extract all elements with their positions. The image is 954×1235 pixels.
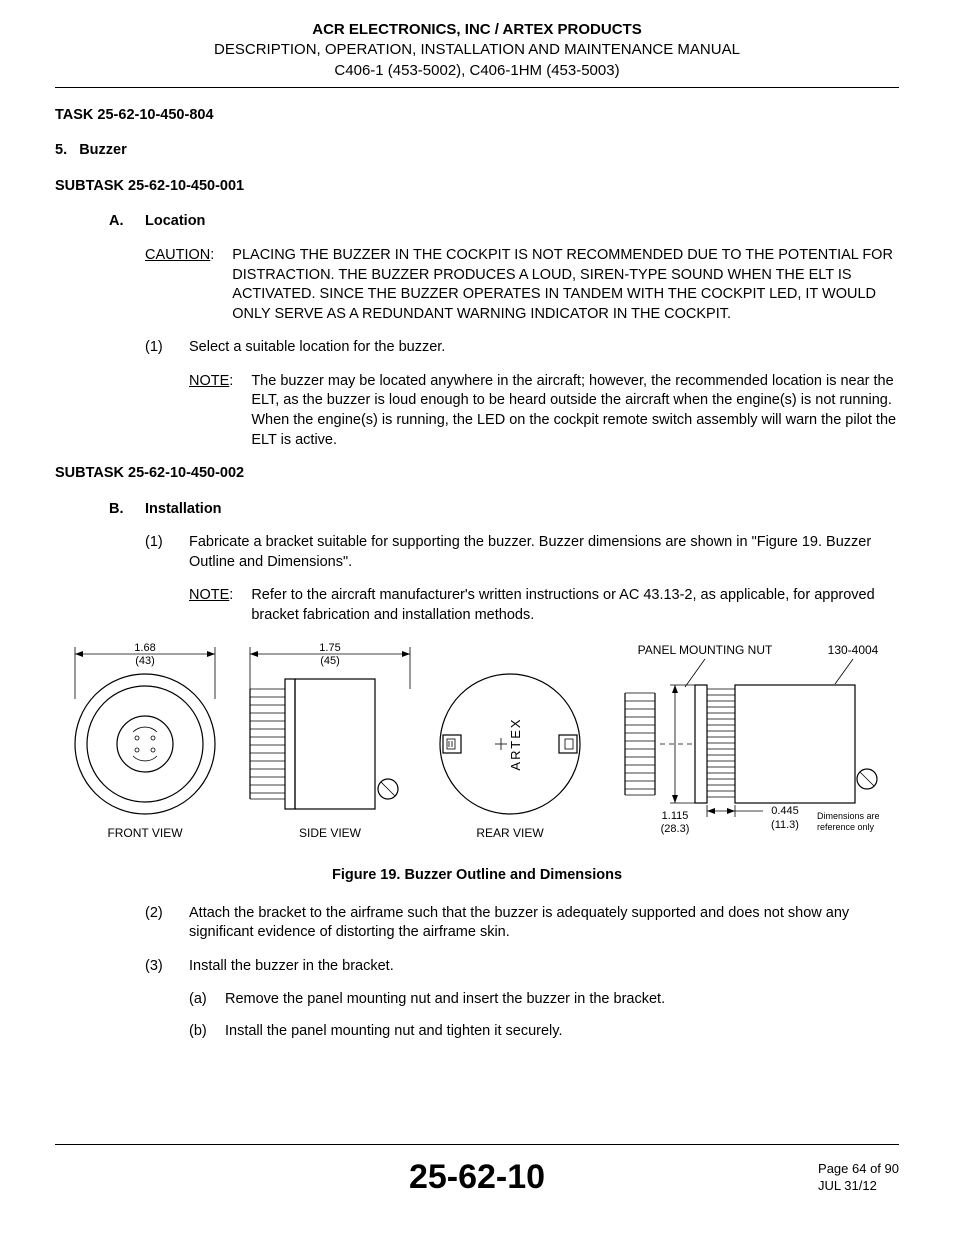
step-b3b-body: Install the panel mounting nut and tight… xyxy=(225,1022,562,1042)
caution-label: CAUTION xyxy=(145,246,210,324)
ref-note-2: reference only xyxy=(817,822,875,832)
note-a1-body: The buzzer may be located anywhere in th… xyxy=(251,372,899,450)
note-b1: NOTE: Refer to the aircraft manufacturer… xyxy=(189,586,899,625)
side-view-label: SIDE VIEW xyxy=(299,826,362,840)
note-b1-colon: : xyxy=(229,586,233,625)
note-a1-label: NOTE xyxy=(189,372,229,450)
footer-code: 25-62-10 xyxy=(409,1155,545,1201)
caution-body: PLACING THE BUZZER IN THE COCKPIT IS NOT… xyxy=(232,246,899,324)
step-b3-body: Install the buzzer in the bracket. xyxy=(189,957,394,977)
step-b3b: (b) Install the panel mounting nut and t… xyxy=(189,1022,899,1042)
front-dim-mm: (43) xyxy=(135,655,155,667)
side-dim-mm: (45) xyxy=(320,655,340,667)
caution-colon: : xyxy=(210,246,214,324)
dim1-in: 1.115 xyxy=(662,810,689,822)
step-b2-num: (2) xyxy=(145,904,189,943)
page-footer: 25-62-10 Page 64 of 90 JUL 31/12 xyxy=(55,1144,899,1201)
header-company: ACR ELECTRONICS, INC / ARTEX PRODUCTS xyxy=(55,20,899,40)
subsection-a: A. Location xyxy=(109,212,899,232)
step-b3a-letter: (a) xyxy=(189,990,225,1010)
dim2-mm: (11.3) xyxy=(771,819,799,831)
subsection-b: B. Installation xyxy=(109,500,899,520)
step-b3a-body: Remove the panel mounting nut and insert… xyxy=(225,990,665,1010)
note-a1: NOTE: The buzzer may be located anywhere… xyxy=(189,372,899,450)
subsection-b-title: Installation xyxy=(145,500,222,520)
mounting-view: PANEL MOUNTING NUT 130-4004 xyxy=(625,643,880,835)
section-title: Buzzer xyxy=(79,142,127,158)
front-dim-in: 1.68 xyxy=(134,642,155,654)
side-dim-in: 1.75 xyxy=(319,642,340,654)
document-header: ACR ELECTRONICS, INC / ARTEX PRODUCTS DE… xyxy=(55,20,899,81)
header-rule xyxy=(55,87,899,88)
task-id: TASK 25-62-10-450-804 xyxy=(55,106,899,126)
panel-nut-label: PANEL MOUNTING NUT xyxy=(638,643,773,657)
step-b3: (3) Install the buzzer in the bracket. xyxy=(145,957,899,977)
step-b2-body: Attach the bracket to the airframe such … xyxy=(189,904,899,943)
header-manual-title: DESCRIPTION, OPERATION, INSTALLATION AND… xyxy=(55,40,899,60)
figure-19: .st { stroke:#000; stroke-width:1.2; fil… xyxy=(55,639,899,854)
subsection-b-letter: B. xyxy=(109,500,145,520)
section-heading: 5. Buzzer xyxy=(55,141,899,161)
step-a1: (1) Select a suitable location for the b… xyxy=(145,338,899,358)
step-b1: (1) Fabricate a bracket suitable for sup… xyxy=(145,533,899,572)
step-a1-num: (1) xyxy=(145,338,189,358)
artex-label: ARTEX xyxy=(508,718,523,771)
step-b2: (2) Attach the bracket to the airframe s… xyxy=(145,904,899,943)
ref-note-1: Dimensions are xyxy=(817,811,880,821)
rear-view-label: REAR VIEW xyxy=(476,826,544,840)
footer-date: JUL 31/12 xyxy=(818,1178,899,1195)
buzzer-diagram: .st { stroke:#000; stroke-width:1.2; fil… xyxy=(55,639,899,847)
step-b3b-letter: (b) xyxy=(189,1022,225,1042)
subtask-id-1: SUBTASK 25-62-10-450-001 xyxy=(55,177,899,197)
side-view: 1.75 (45) SIDE VIEW xyxy=(250,642,410,840)
header-models: C406-1 (453-5002), C406-1HM (453-5003) xyxy=(55,61,899,81)
rear-view: ARTEX REAR VIEW xyxy=(440,674,580,840)
dim1-mm: (28.3) xyxy=(661,823,690,835)
note-b1-body: Refer to the aircraft manufacturer's wri… xyxy=(251,586,899,625)
caution-block: CAUTION: PLACING THE BUZZER IN THE COCKP… xyxy=(145,246,899,324)
figure-caption: Figure 19. Buzzer Outline and Dimensions xyxy=(55,866,899,886)
front-view: 1.68 (43) FRONT VIEW xyxy=(75,642,215,840)
step-b3a: (a) Remove the panel mounting nut and in… xyxy=(189,990,899,1010)
note-a1-colon: : xyxy=(229,372,233,450)
footer-page: Page 64 of 90 xyxy=(818,1161,899,1178)
part-number: 130-4004 xyxy=(828,643,879,657)
step-b1-body: Fabricate a bracket suitable for support… xyxy=(189,533,899,572)
subsection-a-title: Location xyxy=(145,212,205,232)
note-b1-label: NOTE xyxy=(189,586,229,625)
footer-rule xyxy=(55,1144,899,1145)
dim2-in: 0.445 xyxy=(771,805,799,817)
subsection-a-letter: A. xyxy=(109,212,145,232)
front-view-label: FRONT VIEW xyxy=(107,826,183,840)
step-a1-body: Select a suitable location for the buzze… xyxy=(189,338,445,358)
step-b1-num: (1) xyxy=(145,533,189,572)
subtask-id-2: SUBTASK 25-62-10-450-002 xyxy=(55,464,899,484)
step-b3-num: (3) xyxy=(145,957,189,977)
section-number: 5. xyxy=(55,142,67,158)
